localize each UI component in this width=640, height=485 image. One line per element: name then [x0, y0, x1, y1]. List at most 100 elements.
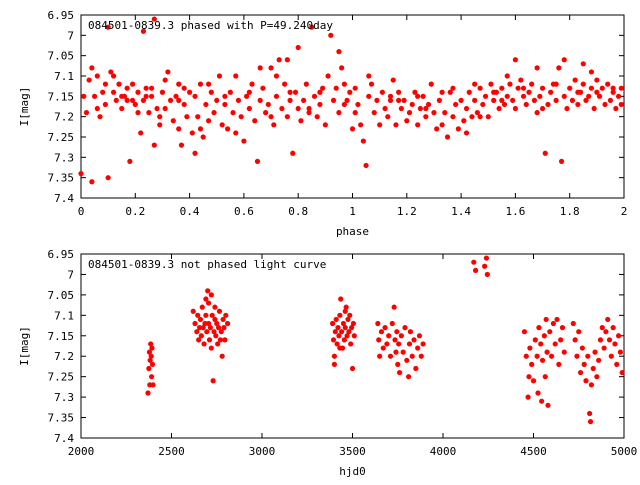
- panel-1-data-point: [238, 114, 244, 120]
- panel-1-data-point: [610, 85, 616, 91]
- panel-1-data-point: [618, 101, 624, 108]
- panel-2-data-point: [550, 320, 557, 327]
- panel-2-y-axis-label: I[mag]: [18, 326, 31, 366]
- panel-1-data-point: [371, 110, 377, 116]
- panel-1-data-point: [273, 73, 280, 79]
- panel-2-data-point: [203, 312, 209, 318]
- panel-2-data-point: [331, 353, 337, 359]
- panel-2-data-point: [415, 345, 421, 351]
- panel-2-data-point: [335, 325, 341, 331]
- panel-1-data-point: [377, 122, 383, 128]
- panel-1-data-point: [246, 89, 252, 95]
- panel-1-data-point: [450, 85, 456, 91]
- panel-2-data-point: [535, 390, 541, 396]
- panel-2-y-tick-label: 7.05: [48, 289, 75, 302]
- panel-1-data-point: [146, 110, 152, 116]
- panel-2-data-point: [342, 325, 348, 331]
- panel-1-data-point: [162, 105, 168, 112]
- panel-2-data-point: [384, 341, 390, 347]
- panel-2-data-point: [350, 320, 357, 327]
- panel-2-data-point: [416, 333, 423, 339]
- panel-2-data-point: [570, 320, 576, 327]
- panel-2-data-point: [402, 325, 408, 331]
- panel-1-data-point: [276, 57, 282, 63]
- panel-2-data-point: [215, 341, 221, 347]
- panel-2-data-point: [343, 304, 349, 310]
- panel-2-data-point: [587, 419, 594, 425]
- panel-1-data-point: [192, 93, 198, 99]
- panel-1-data-point: [485, 114, 491, 120]
- panel-1-data-point: [347, 89, 353, 95]
- panel-1-data-point: [339, 65, 345, 71]
- panel-1-data-point: [534, 110, 540, 116]
- panel-2-data-point: [574, 353, 580, 359]
- panel-2-data-point: [530, 378, 537, 384]
- panel-2-data-point: [409, 353, 415, 359]
- panel-1-y-tick-label: 7.3: [54, 151, 74, 164]
- panel-1-data-point: [271, 122, 277, 128]
- panel-1-data-point: [159, 89, 166, 95]
- panel-1-data-point: [572, 77, 578, 83]
- panel-2-data-point: [389, 320, 395, 327]
- panel-1-data-point: [610, 89, 616, 95]
- panel-2-data-point: [209, 312, 215, 318]
- panel-1-data-point: [374, 97, 380, 103]
- panel-1-data-point: [94, 105, 100, 112]
- panel-1-data-point: [482, 93, 489, 99]
- panel-1-data-point: [225, 126, 231, 132]
- panel-1-data-point: [588, 69, 595, 75]
- panel-1-x-tick-label: 1.8: [560, 205, 580, 218]
- panel-2-data-point: [547, 329, 553, 335]
- panel-2-data-point: [377, 353, 383, 359]
- panel-1-data-point: [135, 89, 141, 95]
- panel-2-y-tick-label: 7.15: [48, 330, 75, 343]
- panel-1-data-point: [260, 85, 266, 91]
- panel-1-data-point: [564, 105, 570, 112]
- panel-1-data-point: [534, 65, 540, 71]
- panel-1-data-point: [423, 105, 429, 112]
- panel-1-data-point: [108, 69, 114, 75]
- panel-2-data-point: [561, 349, 567, 355]
- panel-2-data-point: [526, 374, 532, 380]
- panel-1-data-point: [466, 89, 472, 95]
- panel-1-data-point: [472, 81, 478, 87]
- panel-2-data-point: [391, 304, 397, 310]
- panel-2-data-point: [579, 345, 585, 351]
- panel-1-data-point: [309, 24, 315, 30]
- panel-1-data-point: [605, 81, 611, 87]
- panel-1-data-point: [257, 97, 263, 103]
- panel-1-y-tick-label: 7.2: [54, 111, 74, 124]
- panel-2-data-point: [205, 288, 211, 294]
- panel-2-data-point: [541, 333, 547, 339]
- panel-2-data-point: [330, 337, 337, 343]
- panel-1-data-point: [97, 114, 103, 120]
- panel-1-data-point: [268, 65, 274, 71]
- panel-1-data-point: [415, 93, 421, 99]
- panel-1-data-point: [382, 105, 388, 112]
- panel-1-data-point: [580, 81, 586, 87]
- panel-1-data-point: [124, 85, 130, 91]
- panel-2-data-point: [617, 349, 623, 355]
- panel-1-data-point: [192, 150, 198, 156]
- panel-2-data-point: [341, 337, 347, 343]
- panel-1-data-point: [615, 93, 622, 99]
- panel-2-x-tick-label: 5000: [611, 445, 638, 458]
- panel-2-data-point: [539, 357, 546, 363]
- panel-1-data-point: [167, 97, 174, 103]
- panel-2-data-point: [212, 304, 218, 310]
- panel-2-data-point: [211, 329, 217, 335]
- panel-2-data-point: [219, 353, 225, 359]
- panel-1-data-point: [206, 81, 212, 87]
- panel-2-data-point: [395, 361, 401, 367]
- panel-2-data-point: [375, 320, 381, 327]
- panel-1-data-point: [415, 122, 421, 128]
- panel-2-data-point: [544, 349, 550, 355]
- panel-1-data-point: [244, 93, 250, 99]
- panel-1-data-point: [119, 105, 125, 112]
- panel-2-x-tick-label: 4000: [430, 445, 457, 458]
- panel-1-data-point: [129, 97, 136, 103]
- panel-2-data-point: [406, 374, 412, 380]
- panel-1-data-point: [496, 105, 502, 112]
- panel-1-data-point: [439, 89, 445, 95]
